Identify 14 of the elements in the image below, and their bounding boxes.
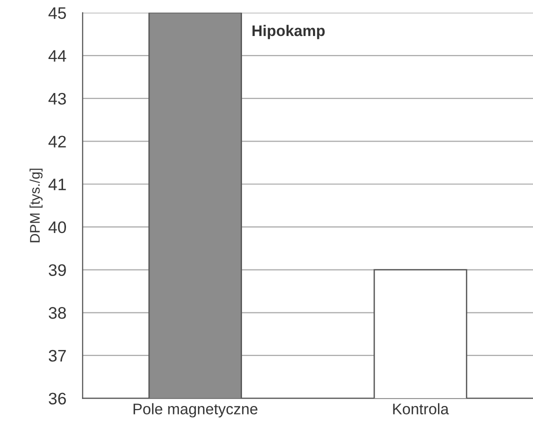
x-tick-label: Kontrola — [393, 403, 449, 414]
y-tick-label: 42 — [48, 136, 66, 148]
y-tick-label: 43 — [48, 92, 66, 105]
x-tick-label: Pole magnetyczne — [134, 403, 258, 418]
y-tick-label: 39 — [48, 264, 66, 276]
y-tick-label: 38 — [48, 307, 66, 319]
y-axis-title: DPM [tys./g] — [30, 168, 43, 242]
y-tick-label: 41 — [48, 178, 66, 190]
y-tick-label: 40 — [48, 221, 66, 234]
y-tick-label: 36 — [48, 392, 66, 405]
text: Hipokamp — [252, 24, 325, 40]
y-tick-label: 37 — [48, 350, 66, 362]
y-tick-label: 45 — [48, 7, 66, 19]
y-tick-label: 44 — [48, 50, 66, 62]
